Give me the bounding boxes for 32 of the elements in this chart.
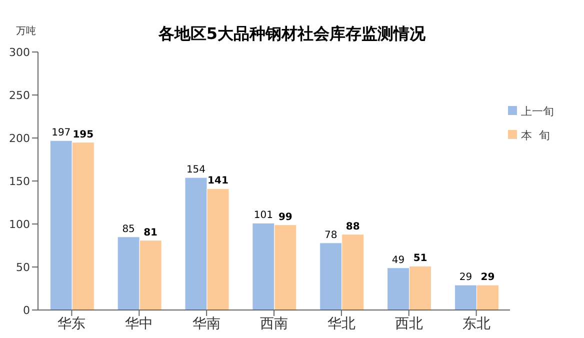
data-label: 154 bbox=[186, 164, 206, 176]
y-tick-label: 100 bbox=[9, 218, 30, 231]
data-label: 81 bbox=[144, 227, 158, 238]
data-label: 78 bbox=[324, 230, 338, 241]
data-label: 85 bbox=[122, 224, 135, 235]
data-label: 29 bbox=[459, 272, 472, 284]
chart-title: 各地区5大品种钢材社会库存监测情况 bbox=[158, 24, 426, 43]
data-label: 141 bbox=[208, 176, 228, 187]
data-label: 99 bbox=[278, 212, 292, 223]
x-tick-label: 华南 bbox=[192, 316, 221, 332]
data-label: 49 bbox=[392, 254, 405, 266]
x-tick-label: 西南 bbox=[260, 316, 288, 332]
y-tick-label: 200 bbox=[9, 132, 30, 145]
data-label: 29 bbox=[480, 272, 495, 284]
data-label: 101 bbox=[254, 210, 273, 222]
x-tick-label: 华东 bbox=[58, 316, 86, 332]
data-label: 88 bbox=[346, 221, 360, 232]
legend-label: 本 旬 bbox=[521, 129, 550, 142]
x-tick-label: 西北 bbox=[394, 316, 423, 332]
data-label: 51 bbox=[413, 253, 428, 264]
x-tick-label: 华中 bbox=[125, 316, 154, 332]
y-tick-label: 50 bbox=[16, 260, 30, 274]
y-tick-label: 300 bbox=[9, 46, 30, 59]
x-tick-label: 东北 bbox=[462, 316, 490, 332]
y-tick-label: 250 bbox=[9, 88, 30, 102]
data-label: 197 bbox=[52, 128, 71, 139]
data-label: 195 bbox=[72, 129, 94, 140]
y-axis-title: 万吨 bbox=[16, 24, 36, 38]
y-tick-label: 150 bbox=[9, 174, 30, 188]
x-tick-label: 华北 bbox=[327, 316, 356, 332]
y-tick-label: 0 bbox=[23, 304, 30, 317]
legend-label: 上一旬 bbox=[521, 105, 554, 118]
